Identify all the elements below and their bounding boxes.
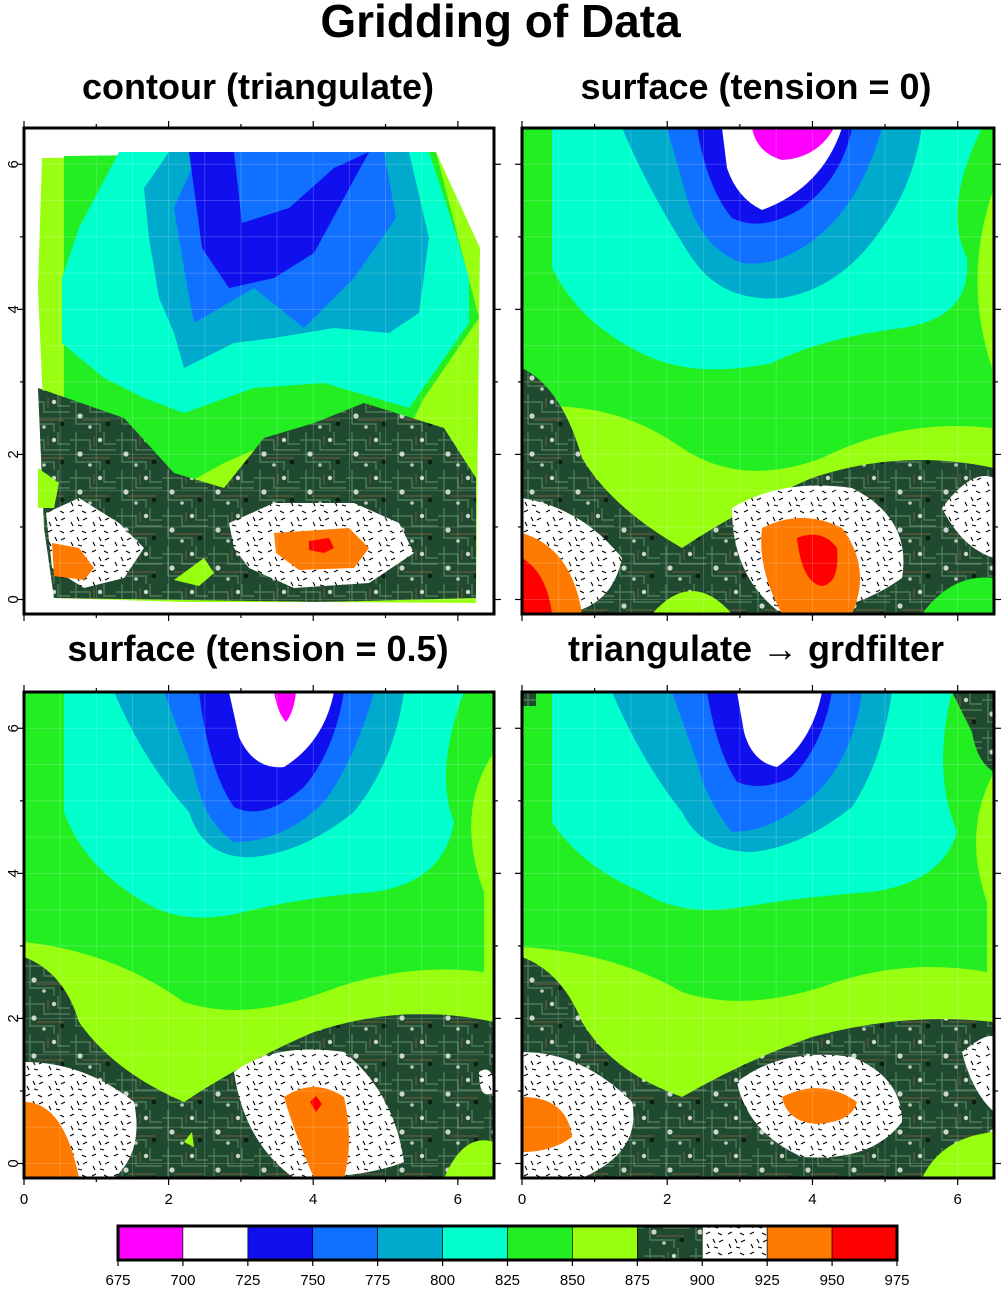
axis-ticks: [17, 121, 501, 621]
colorbar-bin: [442, 1225, 508, 1261]
panel-surface-tension-05: [17, 685, 501, 1185]
colorbar-bin: [701, 1225, 768, 1261]
colorbar-tick-label: 800: [430, 1272, 455, 1289]
x-tick-label: 0: [20, 1191, 28, 1208]
panel-frame: [520, 126, 996, 616]
colorbar-tick-label: 700: [170, 1272, 195, 1289]
y-tick-label: 0: [5, 595, 22, 603]
panel-title-surface-tension-0: surface (tension = 0): [580, 66, 932, 107]
colorbar-tick-label: 950: [820, 1272, 845, 1289]
x-tick-label: 4: [309, 1191, 317, 1208]
panel-frame: [520, 690, 996, 1180]
y-tick-label: 6: [5, 724, 22, 732]
panel-frame: [22, 126, 496, 616]
contour-fill-regions: [38, 152, 480, 603]
y-tick-label: 4: [5, 305, 22, 313]
colorbar-tick-label: 925: [755, 1272, 780, 1289]
y-tick-label: 2: [5, 450, 22, 458]
x-tick-label: 4: [808, 1191, 816, 1208]
contour-fill-regions: [24, 692, 494, 1178]
contour-fill-regions: [522, 692, 994, 1178]
colorbar-tick-label: 975: [884, 1272, 909, 1289]
colorbar-tick-label: 725: [235, 1272, 260, 1289]
panel-title-triangulate-grdfilter: triangulate → grdfilter: [567, 628, 945, 669]
figure-title: Gridding of Data: [320, 0, 681, 47]
colorbar-bin: [766, 1225, 833, 1261]
colorbar-bin: [507, 1225, 573, 1261]
colorbar-bin: [831, 1225, 898, 1261]
colorbar-tick-label: 850: [560, 1272, 585, 1289]
panel-title-contour-triangulate: contour (triangulate): [82, 66, 434, 107]
colorbar-bin: [182, 1225, 249, 1261]
colorbar-bin: [247, 1225, 314, 1261]
colorbar-tick-label: 675: [105, 1272, 130, 1289]
x-tick-label: 2: [164, 1191, 172, 1208]
colorbar-bin: [377, 1225, 443, 1261]
colorbar-tick-label: 750: [300, 1272, 325, 1289]
contour-fill-regions: [522, 128, 994, 614]
x-tick-label: 2: [663, 1191, 671, 1208]
y-tick-label: 6: [5, 160, 22, 168]
y-tick-label: 2: [5, 1014, 22, 1022]
colorbar-bin: [117, 1225, 184, 1261]
x-tick-label: 6: [454, 1191, 462, 1208]
colorbar-tick-label: 775: [365, 1272, 390, 1289]
colorbar-tick-label: 875: [625, 1272, 650, 1289]
y-tick-label: 4: [5, 869, 22, 877]
colorbar: 675 700 725 750 775 800 825 850 875 900 925 950 975: [105, 1224, 910, 1289]
panel-surface-tension-0: [515, 121, 1001, 621]
panel-triangulate-grdfilter: [515, 685, 1001, 1185]
panel-frame: [22, 690, 496, 1180]
x-tick-label: 6: [954, 1191, 962, 1208]
colorbar-tick-label: 900: [690, 1272, 715, 1289]
y-tick-label: 0: [5, 1159, 22, 1167]
panel-title-surface-tension-05: surface (tension = 0.5): [67, 628, 449, 669]
panel-contour-triangulate: [17, 121, 501, 621]
colorbar-bin: [572, 1225, 638, 1261]
colorbar-bin: [312, 1225, 378, 1261]
x-tick-label: 0: [518, 1191, 526, 1208]
colorbar-bin: [637, 1225, 703, 1261]
colorbar-tick-label: 825: [495, 1272, 520, 1289]
